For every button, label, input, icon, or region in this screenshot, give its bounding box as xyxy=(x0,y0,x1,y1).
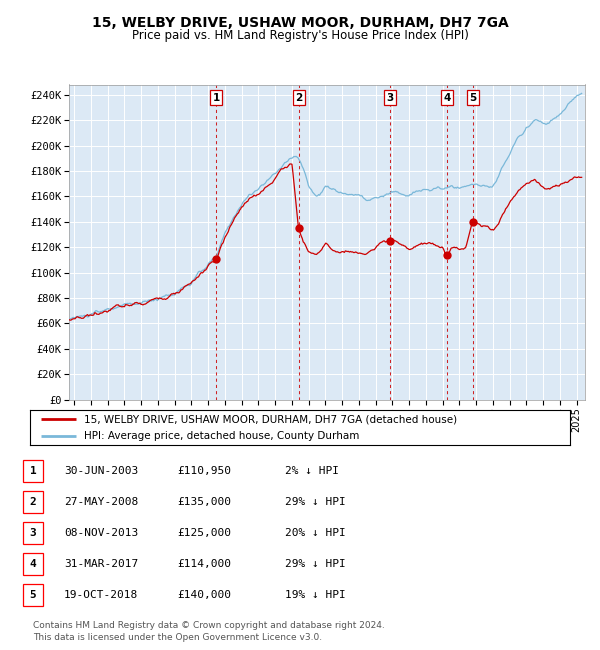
Text: 2% ↓ HPI: 2% ↓ HPI xyxy=(285,465,339,476)
Text: £140,000: £140,000 xyxy=(177,590,231,601)
Text: 30-JUN-2003: 30-JUN-2003 xyxy=(64,465,139,476)
Text: 19-OCT-2018: 19-OCT-2018 xyxy=(64,590,139,601)
Text: HPI: Average price, detached house, County Durham: HPI: Average price, detached house, Coun… xyxy=(84,430,359,441)
Text: £125,000: £125,000 xyxy=(177,528,231,538)
Text: 1: 1 xyxy=(212,93,220,103)
Text: £114,000: £114,000 xyxy=(177,559,231,569)
Text: 4: 4 xyxy=(29,559,37,569)
Text: 15, WELBY DRIVE, USHAW MOOR, DURHAM, DH7 7GA (detached house): 15, WELBY DRIVE, USHAW MOOR, DURHAM, DH7… xyxy=(84,414,457,424)
Text: 4: 4 xyxy=(443,93,451,103)
Text: 1: 1 xyxy=(29,465,37,476)
Text: 5: 5 xyxy=(469,93,476,103)
Text: 3: 3 xyxy=(386,93,394,103)
Text: £110,950: £110,950 xyxy=(177,465,231,476)
Text: 20% ↓ HPI: 20% ↓ HPI xyxy=(285,528,346,538)
Text: 2: 2 xyxy=(295,93,302,103)
Text: 15, WELBY DRIVE, USHAW MOOR, DURHAM, DH7 7GA: 15, WELBY DRIVE, USHAW MOOR, DURHAM, DH7… xyxy=(92,16,508,31)
Text: 19% ↓ HPI: 19% ↓ HPI xyxy=(285,590,346,601)
Text: 29% ↓ HPI: 29% ↓ HPI xyxy=(285,559,346,569)
Text: 31-MAR-2017: 31-MAR-2017 xyxy=(64,559,139,569)
Text: 3: 3 xyxy=(29,528,37,538)
Text: 2: 2 xyxy=(29,497,37,507)
Text: 5: 5 xyxy=(29,590,37,601)
Text: £135,000: £135,000 xyxy=(177,497,231,507)
Text: 08-NOV-2013: 08-NOV-2013 xyxy=(64,528,139,538)
Text: Contains HM Land Registry data © Crown copyright and database right 2024.
This d: Contains HM Land Registry data © Crown c… xyxy=(33,621,385,642)
Text: 27-MAY-2008: 27-MAY-2008 xyxy=(64,497,139,507)
Text: Price paid vs. HM Land Registry's House Price Index (HPI): Price paid vs. HM Land Registry's House … xyxy=(131,29,469,42)
Text: 29% ↓ HPI: 29% ↓ HPI xyxy=(285,497,346,507)
